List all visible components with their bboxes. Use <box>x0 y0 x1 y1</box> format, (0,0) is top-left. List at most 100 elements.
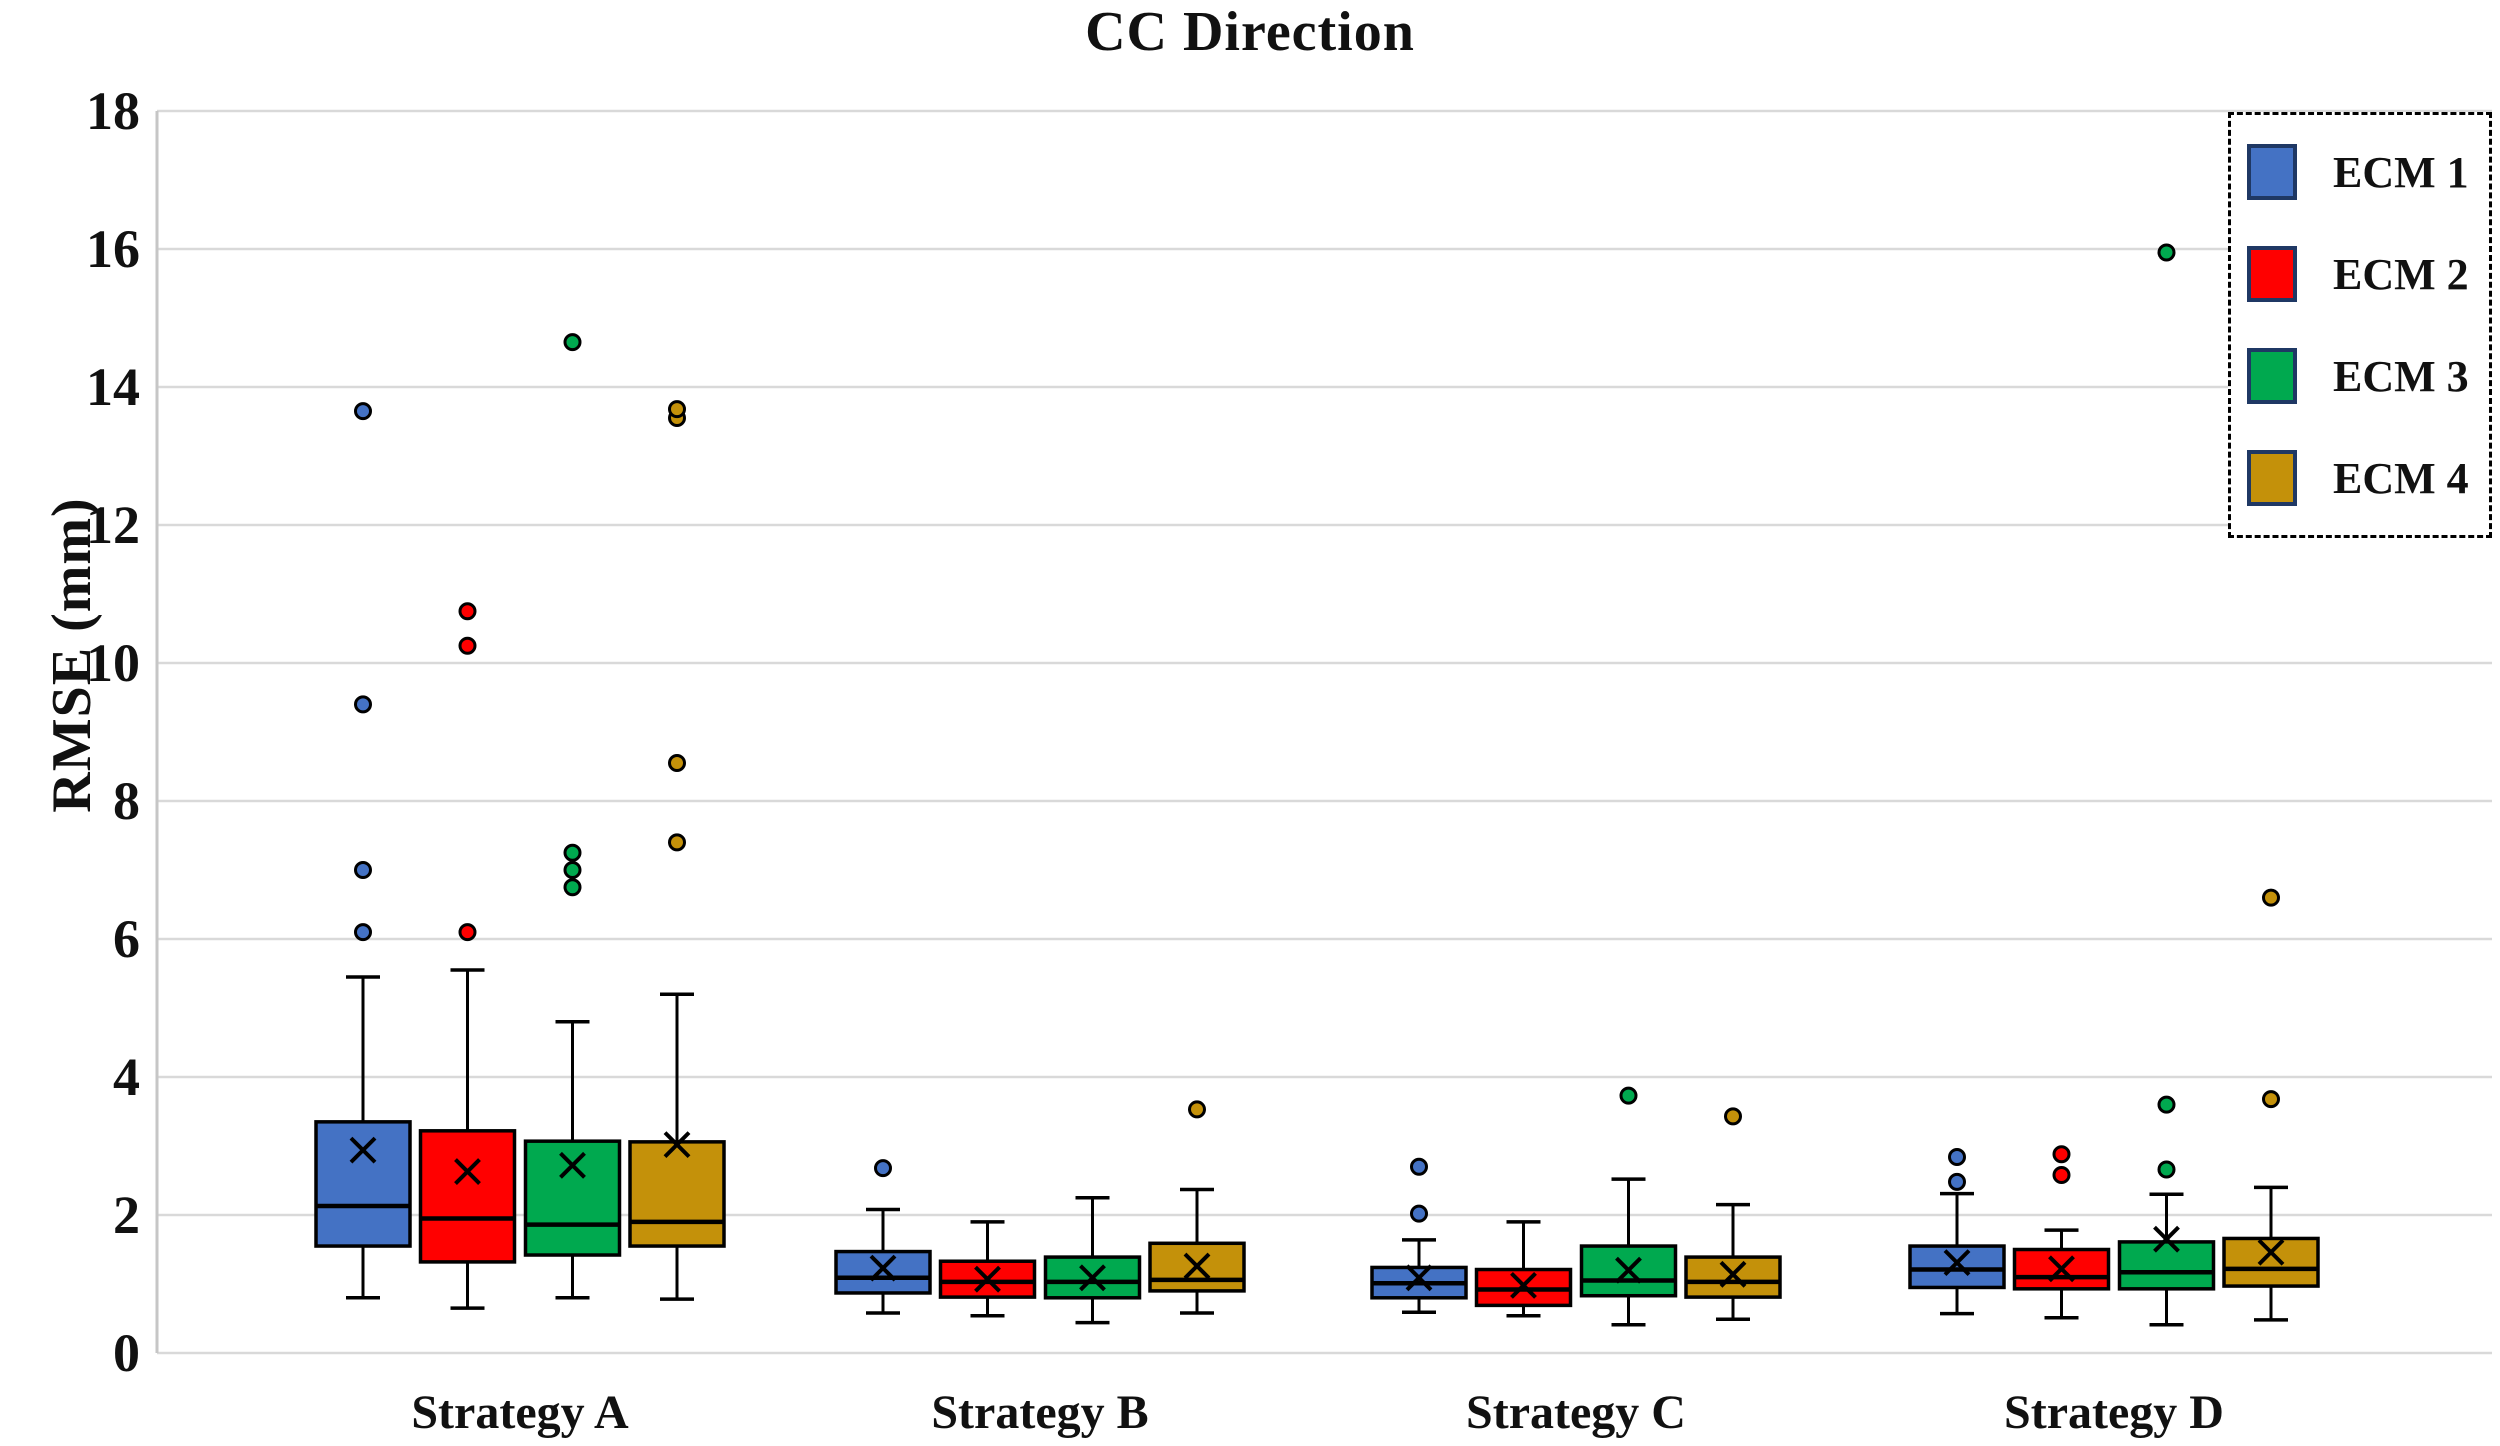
outlier-dot <box>563 878 582 897</box>
x-label-strategy-d: Strategy D <box>2004 1386 2224 1439</box>
y-tick-label-8: 8 <box>113 771 140 831</box>
outlier-dot <box>354 402 372 421</box>
box-ecm-2-strategy-b <box>938 1220 1037 1318</box>
outlier-dot <box>563 333 582 352</box>
legend-item-ecm-1: ECM 1 <box>2247 144 2489 200</box>
outlier-dot <box>1410 1204 1428 1223</box>
box-ecm-4-strategy-a <box>628 400 726 1301</box>
outlier-dot <box>1948 1148 1966 1167</box>
mean-marker <box>663 1131 691 1159</box>
iqr-box <box>2117 1240 2216 1291</box>
mean-marker <box>559 1151 586 1179</box>
outlier-dot <box>458 602 477 621</box>
outlier-dot <box>2262 1090 2280 1109</box>
outlier-dot <box>458 636 477 655</box>
y-tick-label-12: 12 <box>86 495 140 555</box>
outlier-dot <box>354 861 372 879</box>
chart-title: CC Direction <box>1085 1 1415 63</box>
mean-marker <box>1719 1260 1747 1288</box>
legend-swatch-ecm-4 <box>2247 450 2297 506</box>
legend-swatch-ecm-1 <box>2247 144 2297 200</box>
iqr-box <box>418 1129 517 1264</box>
iqr-box <box>628 1140 726 1248</box>
legend-box: ECM 1 ECM 2 ECM 3 ECM 4 <box>2228 112 2492 538</box>
mean-marker <box>1079 1264 1106 1292</box>
x-label-strategy-c: Strategy C <box>1466 1386 1686 1439</box>
box-ecm-1-strategy-b <box>834 1159 932 1315</box>
x-label-strategy-a: Strategy A <box>411 1386 629 1439</box>
y-tick-label-14: 14 <box>86 357 140 417</box>
mean-marker <box>1405 1264 1433 1292</box>
mean-marker <box>1615 1256 1642 1284</box>
y-tick-label-10: 10 <box>86 633 140 693</box>
iqr-box <box>1579 1244 1678 1298</box>
outlier-dot <box>1410 1157 1428 1176</box>
outlier-dot <box>354 923 372 942</box>
outlier-dot <box>563 843 582 862</box>
outlier-dot <box>2052 1145 2071 1164</box>
box-ecm-3-strategy-d <box>2117 243 2216 1327</box>
outlier-dot <box>2157 1160 2176 1179</box>
mean-marker <box>974 1265 1001 1293</box>
x-label-strategy-b: Strategy B <box>931 1386 1148 1439</box>
outlier-dot <box>668 400 686 419</box>
iqr-box <box>834 1249 932 1295</box>
outlier-dot <box>2052 1165 2071 1184</box>
outlier-dot <box>458 923 477 942</box>
iqr-box <box>1043 1255 1142 1300</box>
y-tick-label-0: 0 <box>113 1323 140 1383</box>
outlier-dot <box>1619 1086 1638 1105</box>
legend-item-ecm-3: ECM 3 <box>2247 348 2489 404</box>
mean-marker <box>2048 1255 2075 1283</box>
outlier-dot <box>668 833 686 852</box>
box-ecm-3-strategy-a <box>523 333 622 1300</box>
y-tick-label-6: 6 <box>113 909 140 969</box>
box-ecm-2-strategy-c <box>1474 1220 1573 1318</box>
box-ecm-4-strategy-d <box>2222 888 2320 1322</box>
legend-label-ecm-4: ECM 4 <box>2333 453 2469 503</box>
mean-marker <box>1943 1249 1971 1277</box>
legend-label-ecm-2: ECM 2 <box>2333 249 2469 299</box>
outlier-dot <box>874 1159 892 1178</box>
mean-marker <box>2257 1238 2285 1266</box>
outlier-dot <box>2157 1095 2176 1114</box>
outlier-dot <box>563 861 582 879</box>
outlier-dot <box>354 695 372 714</box>
iqr-box <box>1908 1244 2006 1290</box>
legend-swatch-ecm-3 <box>2247 348 2297 404</box>
outlier-dot <box>668 754 686 773</box>
y-tick-label-2: 2 <box>113 1185 140 1245</box>
mean-marker <box>869 1254 897 1282</box>
mean-marker <box>1510 1271 1537 1299</box>
mean-marker <box>2153 1225 2180 1253</box>
outlier-dot <box>1724 1107 1742 1126</box>
legend-swatch-ecm-2 <box>2247 246 2297 302</box>
box-ecm-1-strategy-c <box>1370 1157 1468 1315</box>
legend-item-ecm-4: ECM 4 <box>2247 450 2489 506</box>
box-ecm-2-strategy-d <box>2012 1145 2111 1320</box>
outlier-dot <box>1188 1100 1206 1119</box>
outlier-dot <box>2157 243 2176 262</box>
box-ecm-1-strategy-d <box>1908 1148 2006 1316</box>
iqr-box <box>523 1139 622 1257</box>
mean-marker <box>1183 1252 1211 1280</box>
legend-label-ecm-1: ECM 1 <box>2333 147 2469 197</box>
iqr-box <box>2012 1247 2111 1291</box>
mean-marker <box>349 1136 377 1164</box>
mean-marker <box>454 1158 481 1185</box>
legend-item-ecm-2: ECM 2 <box>2247 246 2489 302</box>
box-ecm-1-strategy-a <box>314 402 412 1300</box>
box-ecm-2-strategy-a <box>418 602 517 1310</box>
box-ecm-4-strategy-b <box>1148 1100 1246 1315</box>
iqr-box <box>314 1120 412 1248</box>
iqr-box <box>2222 1236 2320 1288</box>
outlier-dot <box>2262 888 2280 907</box>
legend-label-ecm-3: ECM 3 <box>2333 351 2469 401</box>
box-ecm-4-strategy-c <box>1684 1107 1782 1321</box>
y-tick-label-16: 16 <box>86 219 140 279</box>
box-ecm-3-strategy-c <box>1579 1086 1678 1327</box>
outlier-dot <box>1948 1172 1966 1191</box>
y-tick-label-18: 18 <box>86 81 140 141</box>
